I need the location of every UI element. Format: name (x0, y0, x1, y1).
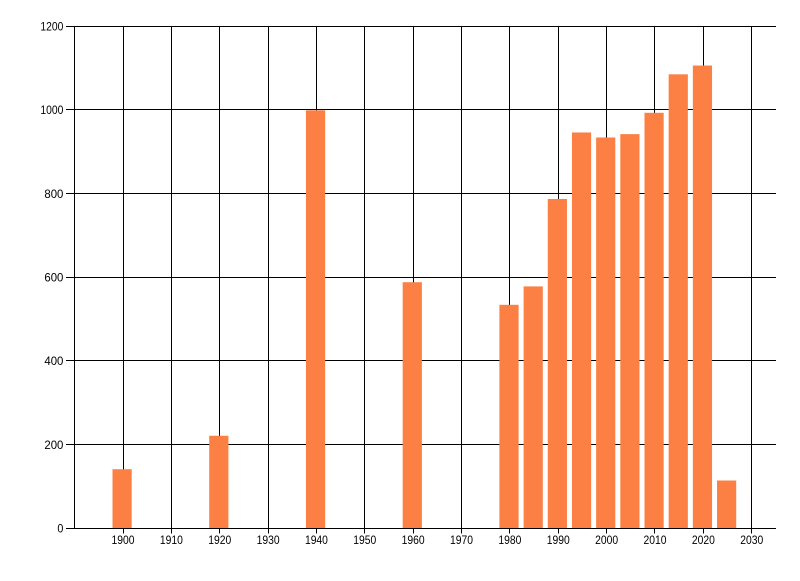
svg-text:600: 600 (44, 271, 63, 285)
svg-text:2030: 2030 (740, 533, 763, 547)
svg-text:2020: 2020 (692, 533, 715, 547)
svg-text:1980: 1980 (498, 533, 521, 547)
svg-text:1910: 1910 (160, 533, 183, 547)
svg-text:1900: 1900 (112, 533, 135, 547)
svg-text:2010: 2010 (643, 533, 666, 547)
svg-text:1200: 1200 (40, 20, 63, 34)
svg-text:1940: 1940 (305, 533, 328, 547)
svg-text:400: 400 (44, 354, 63, 368)
svg-text:1000: 1000 (40, 103, 63, 117)
svg-text:200: 200 (44, 438, 63, 452)
svg-text:0: 0 (57, 522, 63, 536)
svg-text:1950: 1950 (353, 533, 376, 547)
svg-text:800: 800 (44, 187, 63, 201)
svg-text:1920: 1920 (208, 533, 231, 547)
svg-text:1930: 1930 (257, 533, 280, 547)
svg-text:1970: 1970 (450, 533, 473, 547)
svg-text:2000: 2000 (595, 533, 618, 547)
svg-text:1960: 1960 (402, 533, 425, 547)
svg-text:1990: 1990 (547, 533, 570, 547)
